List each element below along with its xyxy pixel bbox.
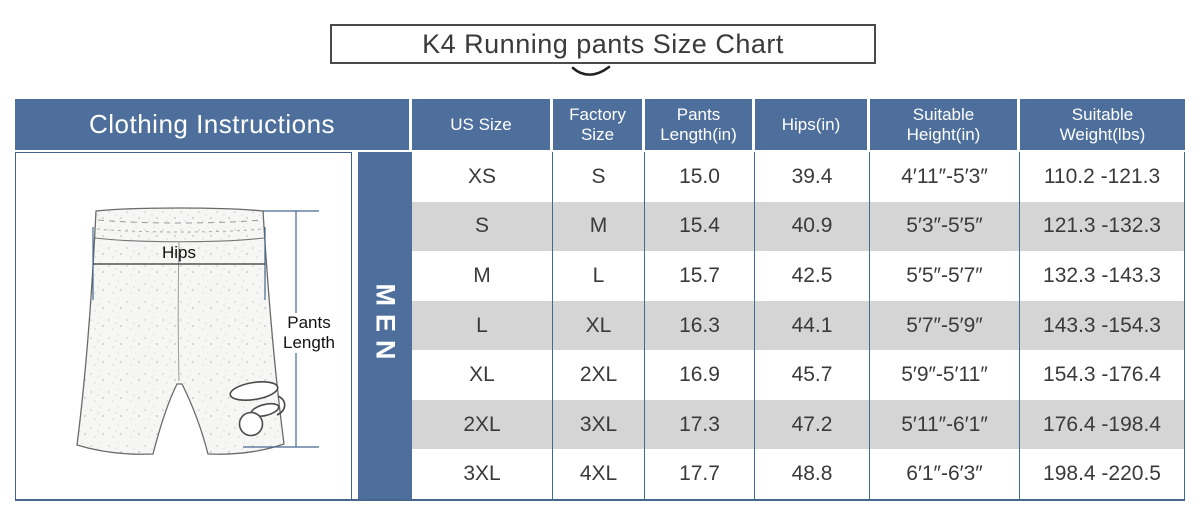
- hips-label: Hips: [161, 243, 196, 262]
- cell-height: 6′1″-6′3″: [870, 449, 1020, 500]
- cell-pants-length: 15.0: [645, 152, 755, 202]
- cell-factory-size: L: [553, 251, 645, 301]
- shorts-illustration: [76, 207, 319, 455]
- page-title: K4 Running pants Size Chart: [330, 24, 876, 64]
- gender-band: MEN: [358, 152, 412, 499]
- table-row: L XL 16.3 44.1 5′7″-5′9″ 143.3 -154.3: [412, 300, 1184, 351]
- cell-height: 5′11″-6′1″: [870, 399, 1020, 450]
- cell-us-size: XS: [412, 152, 553, 202]
- column-header-suitable-weight: Suitable Weight(lbs): [1020, 99, 1185, 150]
- cell-pants-length: 15.4: [645, 201, 755, 252]
- cell-hips: 45.7: [755, 350, 870, 400]
- cell-height: 4′11″-5′3″: [870, 152, 1020, 202]
- cell-hips: 42.5: [755, 251, 870, 301]
- cell-height: 5′5″-5′7″: [870, 251, 1020, 301]
- cell-height: 5′3″-5′5″: [870, 201, 1020, 252]
- cell-height: 5′9″-5′11″: [870, 350, 1020, 400]
- cell-us-size: L: [412, 300, 553, 351]
- cell-pants-length: 16.9: [645, 350, 755, 400]
- column-header-us-size: US Size: [412, 99, 553, 150]
- table-row: 2XL 3XL 17.3 47.2 5′11″-6′1″ 176.4 -198.…: [412, 399, 1184, 450]
- cell-us-size: XL: [412, 350, 553, 400]
- cell-pants-length: 15.7: [645, 251, 755, 301]
- chevron-down-icon: [571, 65, 611, 76]
- cell-factory-size: 2XL: [553, 350, 645, 400]
- cell-hips: 47.2: [755, 399, 870, 450]
- cell-weight: 143.3 -154.3: [1043, 313, 1161, 337]
- table-body: Hips Pants Length MEN XS S 15.0 39.4 4′1…: [15, 152, 1185, 501]
- cell-weight: 176.4 -198.4: [1043, 412, 1161, 436]
- cell-factory-size: 4XL: [553, 449, 645, 500]
- column-header-suitable-height: Suitable Height(in): [870, 99, 1020, 150]
- cell-pants-length: 16.3: [645, 300, 755, 351]
- pants-length-label: Pants Length: [278, 313, 340, 354]
- table-row: XL 2XL 16.9 45.7 5′9″-5′11″ 154.3 -176.4: [412, 350, 1184, 400]
- hips-dimension-lines: [92, 227, 266, 300]
- cell-hips: 39.4: [755, 152, 870, 202]
- size-grid: XS S 15.0 39.4 4′11″-5′3″ 110.2 -121.3 S…: [412, 152, 1185, 500]
- cell-us-size: 2XL: [412, 399, 553, 450]
- cell-factory-size: M: [553, 201, 645, 252]
- table-row: 3XL 4XL 17.7 48.8 6′1″-6′3″ 198.4 -220.5: [412, 449, 1184, 500]
- cell-weight: 110.2 -121.3: [1043, 164, 1161, 188]
- cell-weight: 132.3 -143.3: [1043, 263, 1161, 287]
- cell-hips: 40.9: [755, 201, 870, 252]
- brand-logo: [229, 381, 286, 437]
- shorts-diagram: Hips Pants Length: [15, 152, 352, 499]
- cell-us-size: 3XL: [412, 449, 553, 500]
- column-header-factory-size: Factory Size: [553, 99, 645, 150]
- size-chart-table: Clothing Instructions US Size Factory Si…: [15, 99, 1185, 501]
- vertical-gap: [352, 152, 358, 499]
- cell-weight: 198.4 -220.5: [1043, 462, 1161, 486]
- column-header-pants-length: Pants Length(in): [645, 99, 755, 150]
- cell-pants-length: 17.7: [645, 449, 755, 500]
- cell-pants-length: 17.3: [645, 399, 755, 450]
- cell-factory-size: S: [553, 152, 645, 202]
- cell-hips: 48.8: [755, 449, 870, 500]
- column-header-hips: Hips(in): [755, 99, 870, 150]
- table-header-row: Clothing Instructions US Size Factory Si…: [15, 99, 1185, 150]
- gender-label: MEN: [370, 283, 401, 368]
- table-row: S M 15.4 40.9 5′3″-5′5″ 121.3 -132.3: [412, 201, 1184, 252]
- clothing-instructions-header: Clothing Instructions: [15, 99, 412, 150]
- table-row: XS S 15.0 39.4 4′11″-5′3″ 110.2 -121.3: [412, 152, 1184, 202]
- table-row: M L 15.7 42.5 5′5″-5′7″ 132.3 -143.3: [412, 251, 1184, 301]
- cell-us-size: M: [412, 251, 553, 301]
- cell-weight: 154.3 -176.4: [1043, 363, 1161, 387]
- cell-height: 5′7″-5′9″: [870, 300, 1020, 351]
- cell-weight: 121.3 -132.3: [1043, 214, 1161, 238]
- cell-factory-size: XL: [553, 300, 645, 351]
- cell-us-size: S: [412, 201, 553, 252]
- cell-hips: 44.1: [755, 300, 870, 351]
- cell-factory-size: 3XL: [553, 399, 645, 450]
